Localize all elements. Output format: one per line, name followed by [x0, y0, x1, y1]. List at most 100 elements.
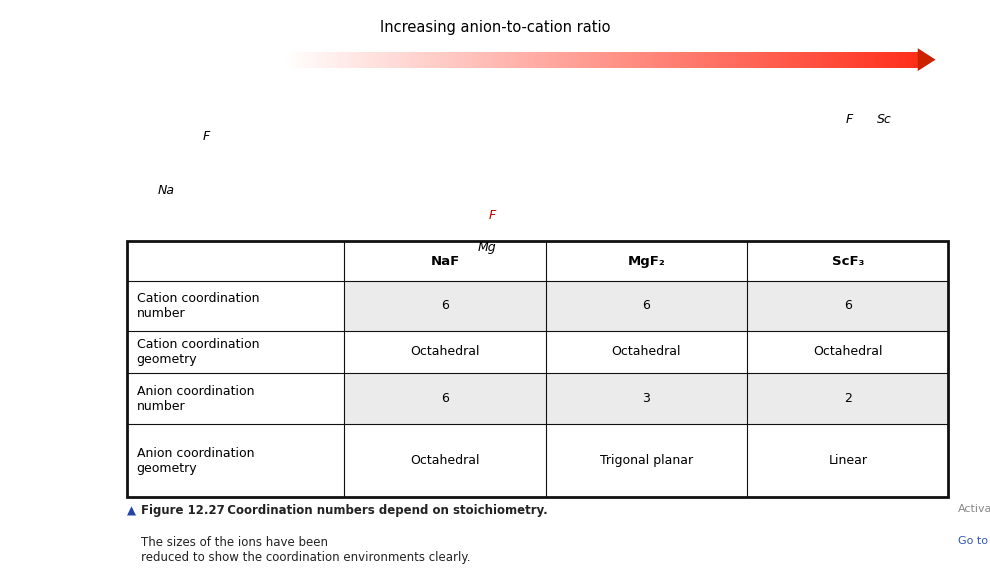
- Bar: [568, 52, 571, 68]
- Text: ScF₃: ScF₃: [832, 254, 864, 268]
- Bar: [401, 52, 403, 68]
- Bar: [360, 52, 363, 68]
- Bar: [827, 52, 830, 68]
- Bar: [392, 52, 395, 68]
- Bar: [342, 52, 345, 68]
- Bar: [306, 52, 308, 68]
- Bar: [747, 373, 948, 424]
- Text: Octahedral: Octahedral: [813, 345, 882, 358]
- Bar: [765, 52, 768, 68]
- Bar: [576, 52, 579, 68]
- Bar: [613, 52, 615, 68]
- Bar: [477, 52, 480, 68]
- Text: Trigonal planar: Trigonal planar: [600, 454, 693, 467]
- Bar: [901, 52, 904, 68]
- Bar: [657, 52, 659, 68]
- Bar: [788, 52, 791, 68]
- Bar: [282, 52, 285, 68]
- Bar: [615, 52, 618, 68]
- Bar: [345, 424, 545, 497]
- Bar: [752, 52, 755, 68]
- Bar: [795, 52, 798, 68]
- Bar: [345, 373, 545, 424]
- Bar: [693, 52, 696, 68]
- Bar: [810, 52, 812, 68]
- Bar: [825, 52, 827, 68]
- Bar: [786, 52, 789, 68]
- Bar: [776, 52, 778, 68]
- Bar: [740, 52, 742, 68]
- Bar: [513, 52, 516, 68]
- Bar: [444, 52, 446, 68]
- Bar: [522, 52, 524, 68]
- Bar: [856, 52, 859, 68]
- Bar: [520, 52, 522, 68]
- Bar: [475, 52, 477, 68]
- Bar: [346, 52, 348, 68]
- Text: Cation coordination
geometry: Cation coordination geometry: [137, 338, 259, 366]
- Bar: [352, 52, 354, 68]
- Bar: [500, 52, 503, 68]
- Bar: [127, 331, 345, 373]
- Bar: [606, 52, 609, 68]
- Bar: [591, 52, 594, 68]
- Bar: [624, 52, 626, 68]
- Bar: [700, 52, 702, 68]
- Text: F: F: [202, 130, 210, 143]
- Bar: [127, 241, 948, 497]
- Bar: [852, 52, 854, 68]
- Bar: [286, 52, 289, 68]
- Bar: [458, 52, 460, 68]
- Bar: [897, 52, 899, 68]
- Bar: [479, 52, 482, 68]
- Bar: [617, 52, 620, 68]
- Bar: [407, 52, 410, 68]
- Bar: [771, 52, 774, 68]
- Bar: [833, 52, 836, 68]
- Text: 3: 3: [643, 392, 650, 405]
- Bar: [293, 52, 295, 68]
- Bar: [655, 52, 657, 68]
- Bar: [447, 52, 450, 68]
- Text: The sizes of the ions have been
reduced to show the coordination environments cl: The sizes of the ions have been reduced …: [141, 536, 470, 563]
- Text: Cation coordination
number: Cation coordination number: [137, 292, 259, 320]
- Bar: [594, 52, 596, 68]
- Bar: [127, 281, 345, 331]
- Bar: [345, 241, 545, 281]
- Bar: [347, 52, 350, 68]
- Bar: [429, 52, 431, 68]
- Bar: [369, 52, 371, 68]
- Bar: [545, 331, 747, 373]
- Bar: [680, 52, 683, 68]
- Text: 6: 6: [643, 299, 650, 312]
- Bar: [747, 281, 948, 331]
- Bar: [574, 52, 577, 68]
- Bar: [494, 52, 497, 68]
- Bar: [496, 52, 499, 68]
- Bar: [566, 52, 568, 68]
- Bar: [685, 52, 687, 68]
- Bar: [797, 52, 800, 68]
- Bar: [412, 52, 414, 68]
- Bar: [541, 52, 544, 68]
- Bar: [546, 52, 549, 68]
- Bar: [877, 52, 880, 68]
- Bar: [873, 52, 876, 68]
- Bar: [441, 52, 444, 68]
- Bar: [708, 52, 711, 68]
- Bar: [695, 52, 698, 68]
- Bar: [634, 52, 637, 68]
- Bar: [793, 52, 795, 68]
- Bar: [646, 52, 649, 68]
- Text: Activa: Activa: [958, 504, 990, 515]
- Bar: [842, 52, 844, 68]
- Bar: [375, 52, 378, 68]
- Bar: [557, 52, 560, 68]
- Bar: [308, 52, 310, 68]
- Bar: [778, 52, 780, 68]
- Bar: [747, 241, 948, 281]
- Bar: [321, 52, 323, 68]
- Bar: [468, 52, 471, 68]
- Text: Anion coordination
geometry: Anion coordination geometry: [137, 446, 254, 475]
- Bar: [636, 52, 639, 68]
